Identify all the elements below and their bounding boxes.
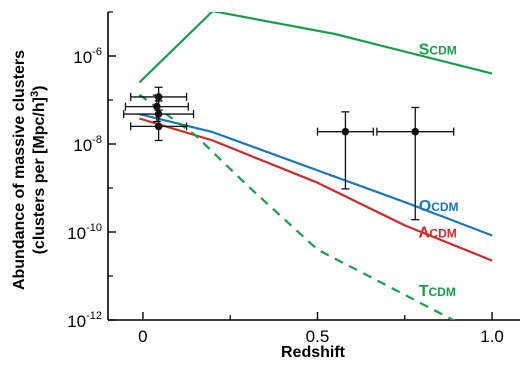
series-label-ocdm-suffix: CDM: [431, 200, 458, 214]
y-tick-label-2: 10-10: [67, 222, 102, 243]
plot-frame: [107, 12, 520, 321]
series-lines-layer: [138, 12, 493, 320]
y-tick-label-3: 10-12: [67, 310, 102, 331]
y-axis-title-line-2: (clusters per [Mpc/h]3): [29, 86, 48, 255]
y-tick-label-base-1: 10: [73, 136, 92, 155]
x-tick-label-0: 0: [138, 327, 147, 346]
series-line-scdm: [138, 12, 493, 84]
series-label-lcdm-initial: Λ: [419, 224, 430, 241]
y-tick-label-exponent-1: -8: [92, 134, 102, 146]
series-label-lcdm-suffix: CDM: [429, 226, 456, 240]
x-tick-label-2: 1.0: [480, 327, 504, 346]
x-axis-title: Redshift: [281, 344, 346, 361]
series-label-ocdm-initial: O: [419, 198, 431, 215]
series-label-tcdm-suffix: CDM: [429, 285, 456, 299]
y-tick-label-exponent-2: -10: [86, 222, 102, 234]
series-label-ocdm: OCDM: [419, 198, 459, 215]
data-point-marker: [153, 102, 161, 111]
series-label-scdm-initial: S: [419, 42, 430, 59]
series-line-lcdm: [139, 117, 493, 262]
y-tick-label-base-3: 10: [67, 312, 86, 331]
data-point-marker: [411, 127, 420, 136]
y-tick-label-0: 10-6: [73, 46, 102, 67]
y-axis-title-main: (clusters per [Mpc/h]: [31, 97, 48, 254]
y-tick-label-exponent-0: -6: [92, 46, 102, 58]
data-point-3: [130, 113, 188, 142]
series-label-scdm-suffix: CDM: [429, 44, 456, 58]
series-line-ocdm: [139, 113, 493, 237]
series-label-scdm: SCDM: [419, 42, 457, 59]
data-point-marker: [154, 93, 163, 101]
y-tick-label-exponent-3: -12: [86, 310, 102, 322]
y-tick-label-1: 10-8: [73, 134, 102, 155]
y-axis-title-line-1: Abundance of massive clusters: [11, 50, 28, 290]
series-line-tcdm: [138, 93, 456, 320]
data-point-marker: [341, 127, 350, 136]
series-label-tcdm: TCDM: [419, 283, 456, 300]
y-tick-label-base-0: 10: [73, 48, 92, 67]
data-point-4: [316, 111, 375, 190]
x-tick-label-1: 0.5: [306, 327, 330, 346]
y-tick-label-base-2: 10: [67, 224, 86, 243]
data-point-5: [376, 106, 455, 221]
data-point-1: [124, 94, 189, 123]
y-axis-title-close: ): [31, 86, 48, 91]
y-axis-title-superscript: 3: [29, 91, 41, 97]
data-points-layer: [123, 86, 455, 221]
series-label-tcdm-initial: T: [419, 283, 429, 300]
series-label-lcdm: ΛCDM: [419, 224, 457, 241]
data-point-marker: [154, 122, 163, 131]
